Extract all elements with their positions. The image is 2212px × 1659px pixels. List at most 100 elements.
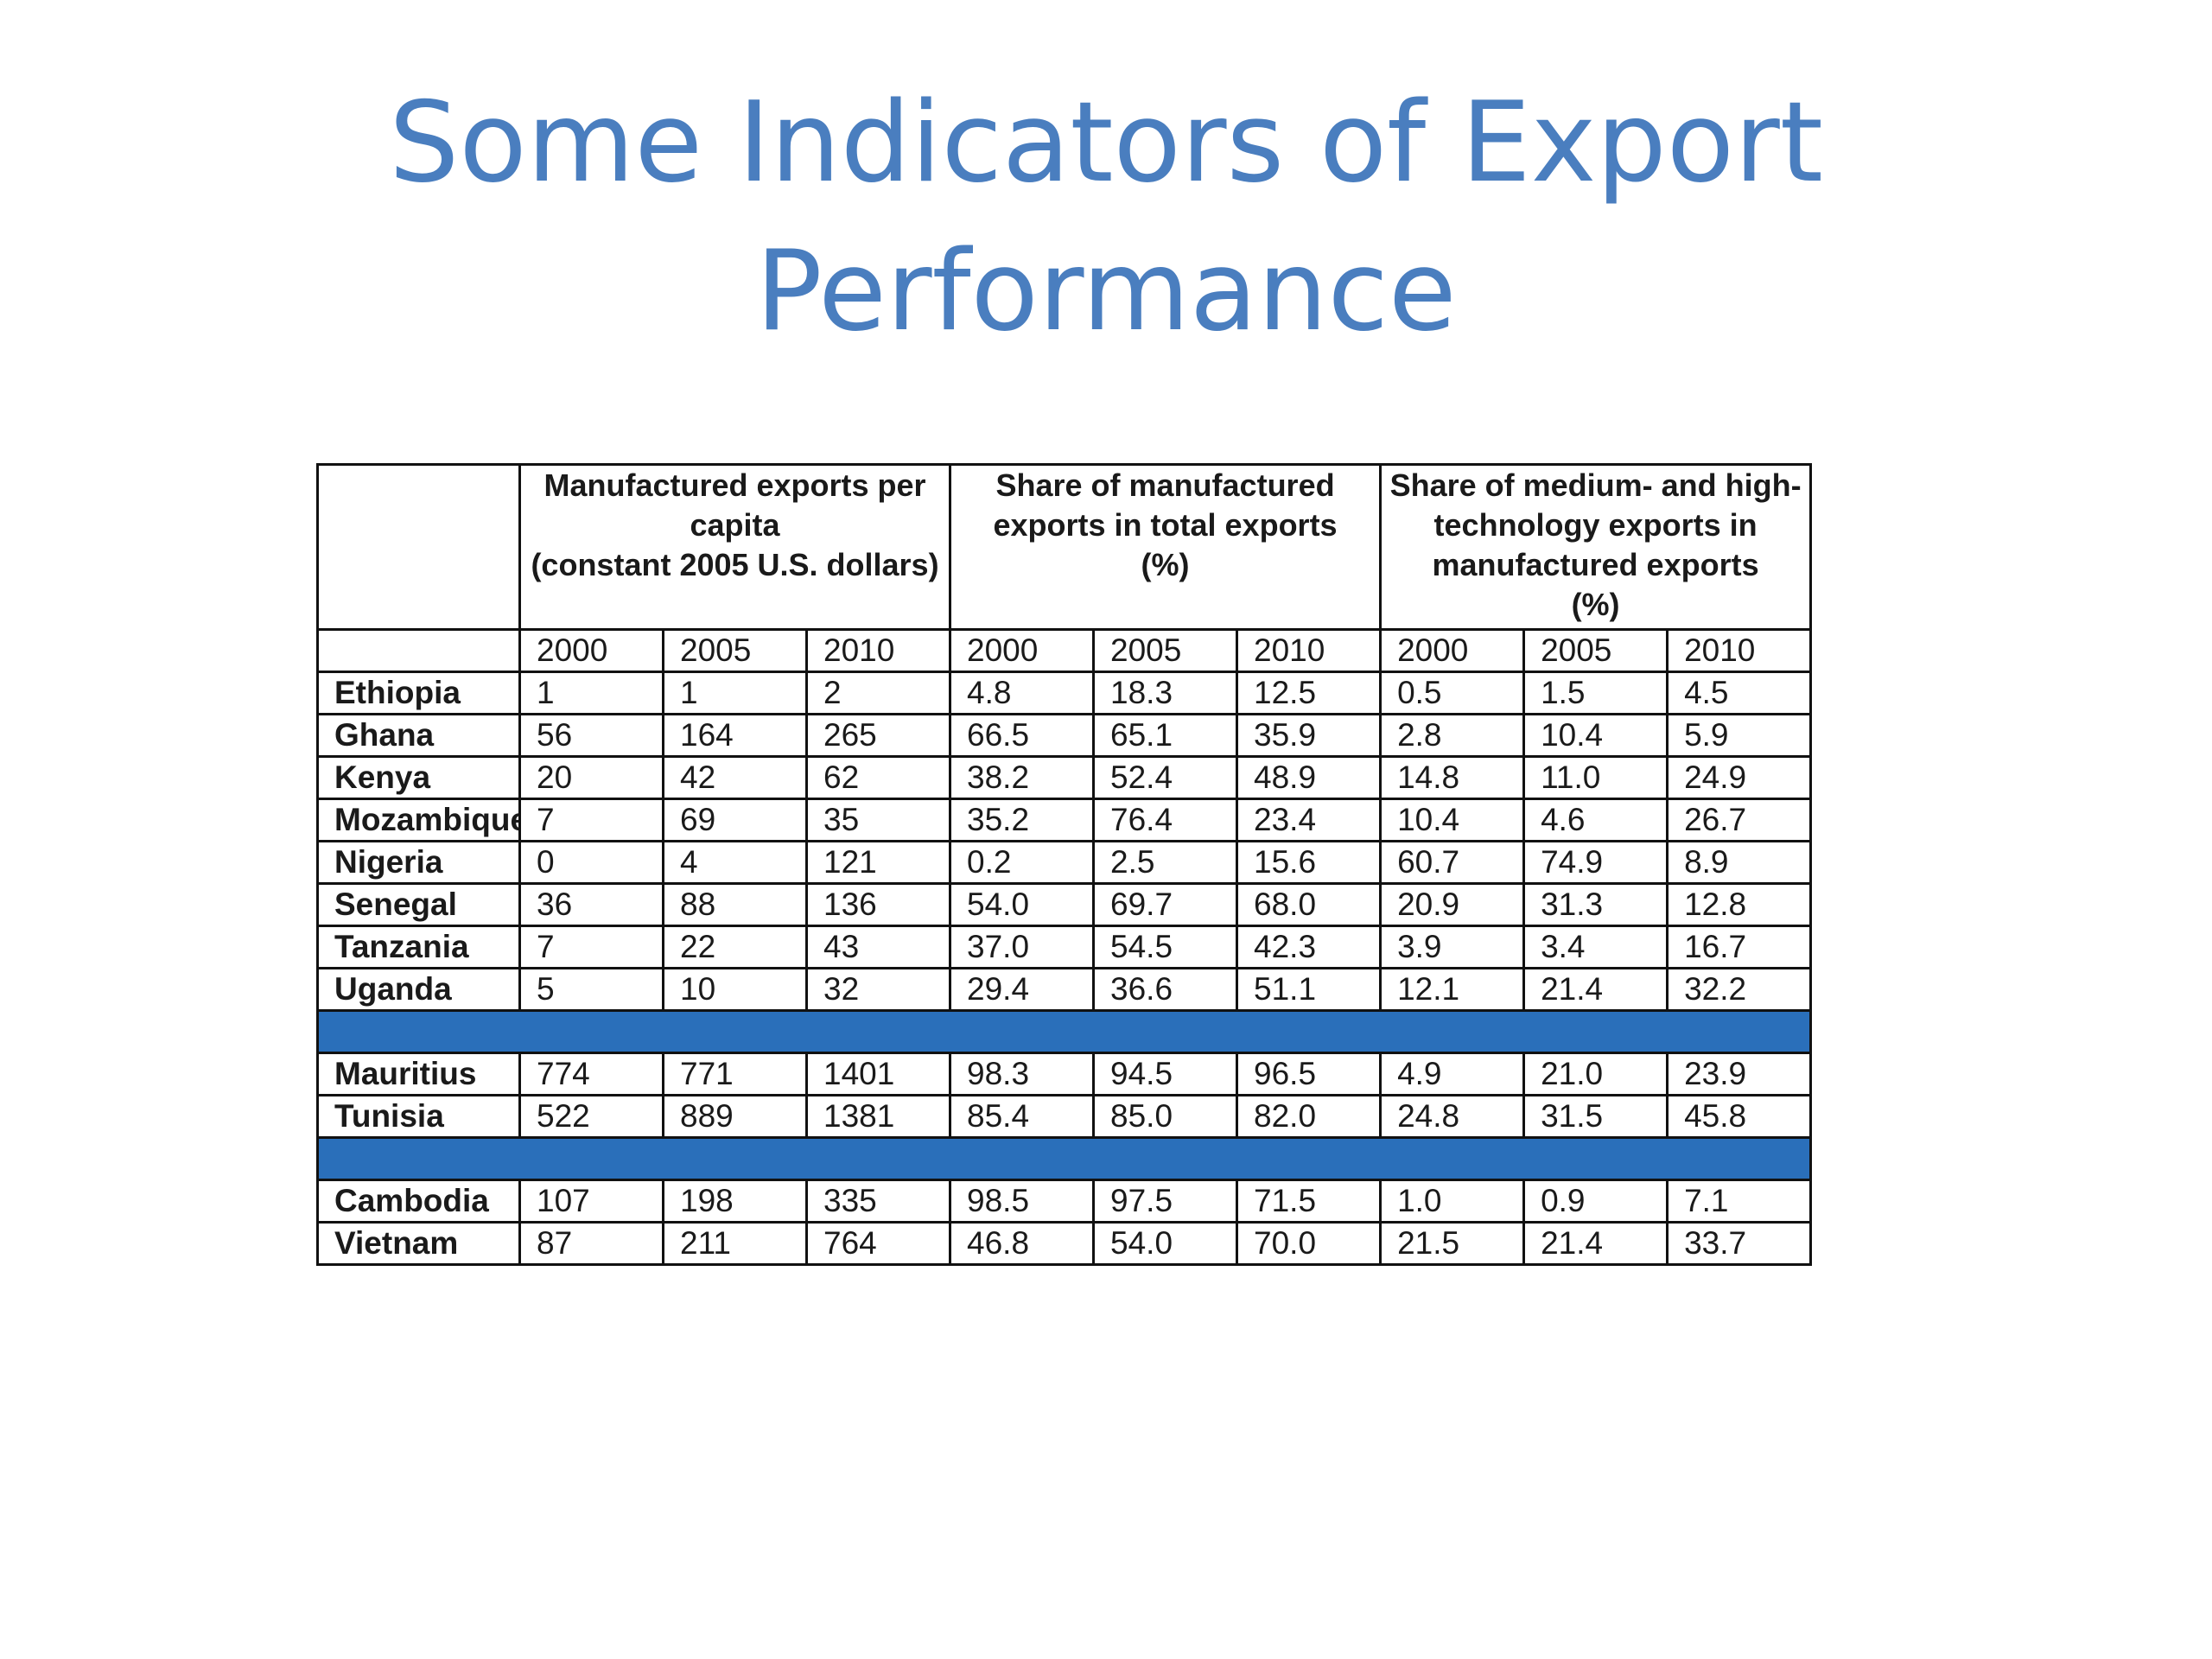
table-row: Senegal 36 88 136 54.0 69.7 68.0 20.9 31.3 12.8 [316,882,1813,927]
value-cell: 335 [804,1179,952,1224]
value-cell: 71.5 [1236,1179,1382,1224]
value-cell: 42 [662,755,808,800]
value-cell: 69.7 [1092,882,1239,927]
corner-cell [316,463,521,631]
value-cell: 54.0 [949,882,1096,927]
value-cell: 32 [804,967,952,1012]
value-cell: 23.9 [1666,1052,1813,1096]
table-row: Cambodia 107 198 335 98.5 97.5 71.5 1.0 0.9 7.1 [316,1179,1813,1224]
group-header-line: Manufactured exports per [543,467,926,503]
value-cell: 10 [662,967,808,1012]
group-header-line: Share of manufactured [995,467,1335,503]
value-cell: 1 [662,671,808,715]
group-header-line: capita [690,507,780,543]
value-cell: 0.9 [1522,1179,1669,1224]
value-cell: 3.4 [1522,925,1669,969]
value-cell: 18.3 [1092,671,1239,715]
value-cell: 29.4 [949,967,1096,1012]
group-separator-row [315,1136,1813,1181]
value-cell: 164 [662,713,808,758]
value-cell: 5.9 [1666,713,1813,758]
value-cell: 889 [662,1094,808,1139]
value-cell: 56 [518,713,664,758]
value-cell: 771 [662,1052,808,1096]
value-cell: 38.2 [949,755,1096,800]
value-cell: 70.0 [1236,1221,1382,1266]
country-cell: Senegal [316,882,521,927]
value-cell: 98.3 [949,1052,1096,1096]
country-cell: Tunisia [316,1094,521,1139]
value-cell: 82.0 [1236,1094,1382,1139]
value-cell: 136 [804,882,952,927]
value-cell: 76.4 [1092,798,1239,842]
group-separator-bar [315,1136,1813,1181]
group-header-tech-share: Share of medium- and high- technology ex… [1379,463,1813,631]
value-cell: 265 [804,713,952,758]
value-cell: 10.4 [1379,798,1526,842]
value-cell: 4 [662,840,808,885]
value-cell: 7 [518,925,664,969]
value-cell: 4.6 [1522,798,1669,842]
year-header: 2005 [1522,628,1669,673]
country-cell: Kenya [316,755,521,800]
group-header-line: (constant 2005 U.S. dollars) [531,547,939,582]
value-cell: 94.5 [1092,1052,1239,1096]
country-cell: Cambodia [316,1179,521,1224]
value-cell: 522 [518,1094,664,1139]
value-cell: 96.5 [1236,1052,1382,1096]
value-cell: 42.3 [1236,925,1382,969]
year-header-row: 2000 2005 2010 2000 2005 2010 2000 2005 … [316,628,1813,673]
value-cell: 14.8 [1379,755,1526,800]
group-header-manufactured-share: Share of manufactured exports in total e… [949,463,1382,631]
value-cell: 12.1 [1379,967,1526,1012]
value-cell: 12.8 [1666,882,1813,927]
value-cell: 66.5 [949,713,1096,758]
value-cell: 774 [518,1052,664,1096]
table-row: Uganda 5 10 32 29.4 36.6 51.1 12.1 21.4 32.2 [316,967,1813,1012]
value-cell: 33.7 [1666,1221,1813,1266]
value-cell: 32.2 [1666,967,1813,1012]
value-cell: 0.2 [949,840,1096,885]
group-separator-row [315,1009,1813,1054]
country-cell: Vietnam [316,1221,521,1266]
year-header: 2010 [804,628,952,673]
value-cell: 4.8 [949,671,1096,715]
value-cell: 36 [518,882,664,927]
slide-title-line-1: Some Indicators of Export [389,79,1823,207]
value-cell: 15.6 [1236,840,1382,885]
value-cell: 2 [804,671,952,715]
value-cell: 0 [518,840,664,885]
country-cell: Mozambique [316,798,521,842]
table-row: Kenya 20 42 62 38.2 52.4 48.9 14.8 11.0 24.9 [316,755,1813,800]
value-cell: 12.5 [1236,671,1382,715]
table-row: Mauritius 774 771 1401 98.3 94.5 96.5 4.9 21.0 23… [316,1052,1813,1096]
value-cell: 211 [662,1221,808,1266]
value-cell: 87 [518,1221,664,1266]
group-header-line: manufactured exports [1432,547,1759,582]
value-cell: 43 [804,925,952,969]
group-header-line: exports in total exports [993,507,1338,543]
year-header: 2005 [1092,628,1239,673]
year-header: 2010 [1236,628,1382,673]
slide-title: Some Indicators of Export Performance [0,69,2212,366]
value-cell: 20.9 [1379,882,1526,927]
slide-title-line-2: Performance [755,227,1457,356]
value-cell: 7 [518,798,664,842]
value-cell: 51.1 [1236,967,1382,1012]
value-cell: 65.1 [1092,713,1239,758]
value-cell: 21.5 [1379,1221,1526,1266]
country-cell: Uganda [316,967,521,1012]
value-cell: 35.2 [949,798,1096,842]
value-cell: 46.8 [949,1221,1096,1266]
value-cell: 35.9 [1236,713,1382,758]
value-cell: 3.9 [1379,925,1526,969]
value-cell: 24.8 [1379,1094,1526,1139]
value-cell: 20 [518,755,664,800]
value-cell: 31.5 [1522,1094,1669,1139]
value-cell: 8.9 [1666,840,1813,885]
value-cell: 45.8 [1666,1094,1813,1139]
value-cell: 23.4 [1236,798,1382,842]
value-cell: 97.5 [1092,1179,1239,1224]
group-header-line: Share of medium- and high- [1389,467,1802,503]
country-cell: Ghana [316,713,521,758]
